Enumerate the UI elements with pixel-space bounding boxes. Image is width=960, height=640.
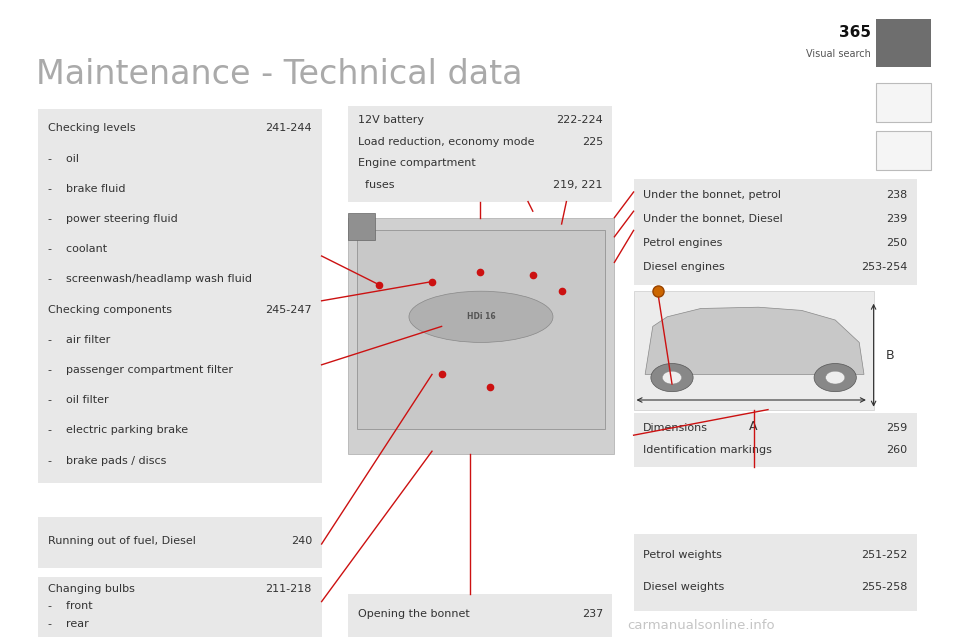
- Text: B: B: [886, 349, 895, 362]
- Text: 12V battery: 12V battery: [358, 115, 424, 125]
- Bar: [634, 413, 917, 467]
- Text: 237: 237: [582, 609, 603, 619]
- Circle shape: [826, 371, 845, 384]
- Text: Changing bulbs: Changing bulbs: [48, 584, 134, 594]
- Text: 240: 240: [291, 536, 312, 545]
- Text: 250: 250: [886, 238, 907, 248]
- Text: -    air filter: - air filter: [48, 335, 110, 345]
- Text: -    power steering fluid: - power steering fluid: [48, 214, 178, 224]
- Text: fuses: fuses: [358, 180, 395, 190]
- Text: Identification markings: Identification markings: [643, 445, 772, 455]
- Ellipse shape: [409, 291, 553, 342]
- Bar: [348, 213, 375, 240]
- Text: Petrol engines: Petrol engines: [643, 238, 723, 248]
- Text: 260: 260: [886, 445, 907, 455]
- Text: -    front: - front: [48, 601, 92, 611]
- Circle shape: [814, 364, 856, 392]
- Text: Visual search: Visual search: [805, 49, 871, 59]
- Text: Under the bonnet, Diesel: Under the bonnet, Diesel: [643, 214, 783, 224]
- Bar: [634, 534, 917, 611]
- Text: A: A: [750, 420, 757, 433]
- Text: 251-252: 251-252: [861, 550, 907, 560]
- Text: 239: 239: [886, 214, 907, 224]
- Bar: [38, 517, 322, 568]
- Circle shape: [651, 364, 693, 392]
- Text: -    rear: - rear: [48, 619, 88, 628]
- Bar: [876, 83, 931, 122]
- Text: 365: 365: [839, 25, 871, 40]
- Text: Diesel weights: Diesel weights: [643, 582, 725, 592]
- Bar: [348, 106, 612, 202]
- Text: -    electric parking brake: - electric parking brake: [48, 426, 188, 435]
- Bar: [348, 594, 612, 637]
- Text: Checking levels: Checking levels: [48, 124, 135, 133]
- Text: 241-244: 241-244: [265, 124, 312, 133]
- Text: -    passenger compartment filter: - passenger compartment filter: [48, 365, 233, 375]
- Text: Engine compartment: Engine compartment: [358, 159, 476, 168]
- Text: -    screenwash/headlamp wash fluid: - screenwash/headlamp wash fluid: [48, 275, 252, 284]
- Text: Checking components: Checking components: [48, 305, 172, 315]
- Circle shape: [662, 371, 682, 384]
- Text: Running out of fuel, Diesel: Running out of fuel, Diesel: [48, 536, 196, 545]
- Text: 253-254: 253-254: [861, 262, 907, 272]
- Text: 222-224: 222-224: [556, 115, 603, 125]
- Text: Petrol weights: Petrol weights: [643, 550, 722, 560]
- Text: 255-258: 255-258: [861, 582, 907, 592]
- Text: Under the bonnet, petrol: Under the bonnet, petrol: [643, 190, 781, 200]
- Bar: [634, 179, 917, 285]
- Text: -    oil: - oil: [48, 154, 79, 164]
- Text: -    coolant: - coolant: [48, 244, 108, 254]
- Text: Dimensions: Dimensions: [643, 422, 708, 433]
- Bar: [38, 109, 322, 483]
- Bar: [876, 131, 931, 170]
- Text: carmanualsonline.info: carmanualsonline.info: [627, 619, 775, 632]
- Bar: [38, 577, 322, 637]
- Polygon shape: [645, 307, 864, 374]
- Bar: [348, 218, 614, 454]
- Text: 245-247: 245-247: [265, 305, 312, 315]
- Bar: [357, 230, 605, 429]
- Text: Opening the bonnet: Opening the bonnet: [358, 609, 469, 619]
- Text: 259: 259: [886, 422, 907, 433]
- Text: -    brake pads / discs: - brake pads / discs: [48, 456, 166, 465]
- Text: -    brake fluid: - brake fluid: [48, 184, 126, 194]
- Text: Maintenance - Technical data: Maintenance - Technical data: [36, 58, 523, 91]
- Text: -    oil filter: - oil filter: [48, 395, 108, 405]
- Bar: [634, 291, 874, 410]
- Bar: [876, 19, 931, 67]
- Text: 238: 238: [886, 190, 907, 200]
- Text: 219, 221: 219, 221: [553, 180, 603, 190]
- Text: Diesel engines: Diesel engines: [643, 262, 725, 272]
- Text: 211-218: 211-218: [266, 584, 312, 594]
- Text: 225: 225: [582, 136, 603, 147]
- Text: HDi 16: HDi 16: [467, 312, 495, 321]
- Text: Load reduction, economy mode: Load reduction, economy mode: [358, 136, 535, 147]
